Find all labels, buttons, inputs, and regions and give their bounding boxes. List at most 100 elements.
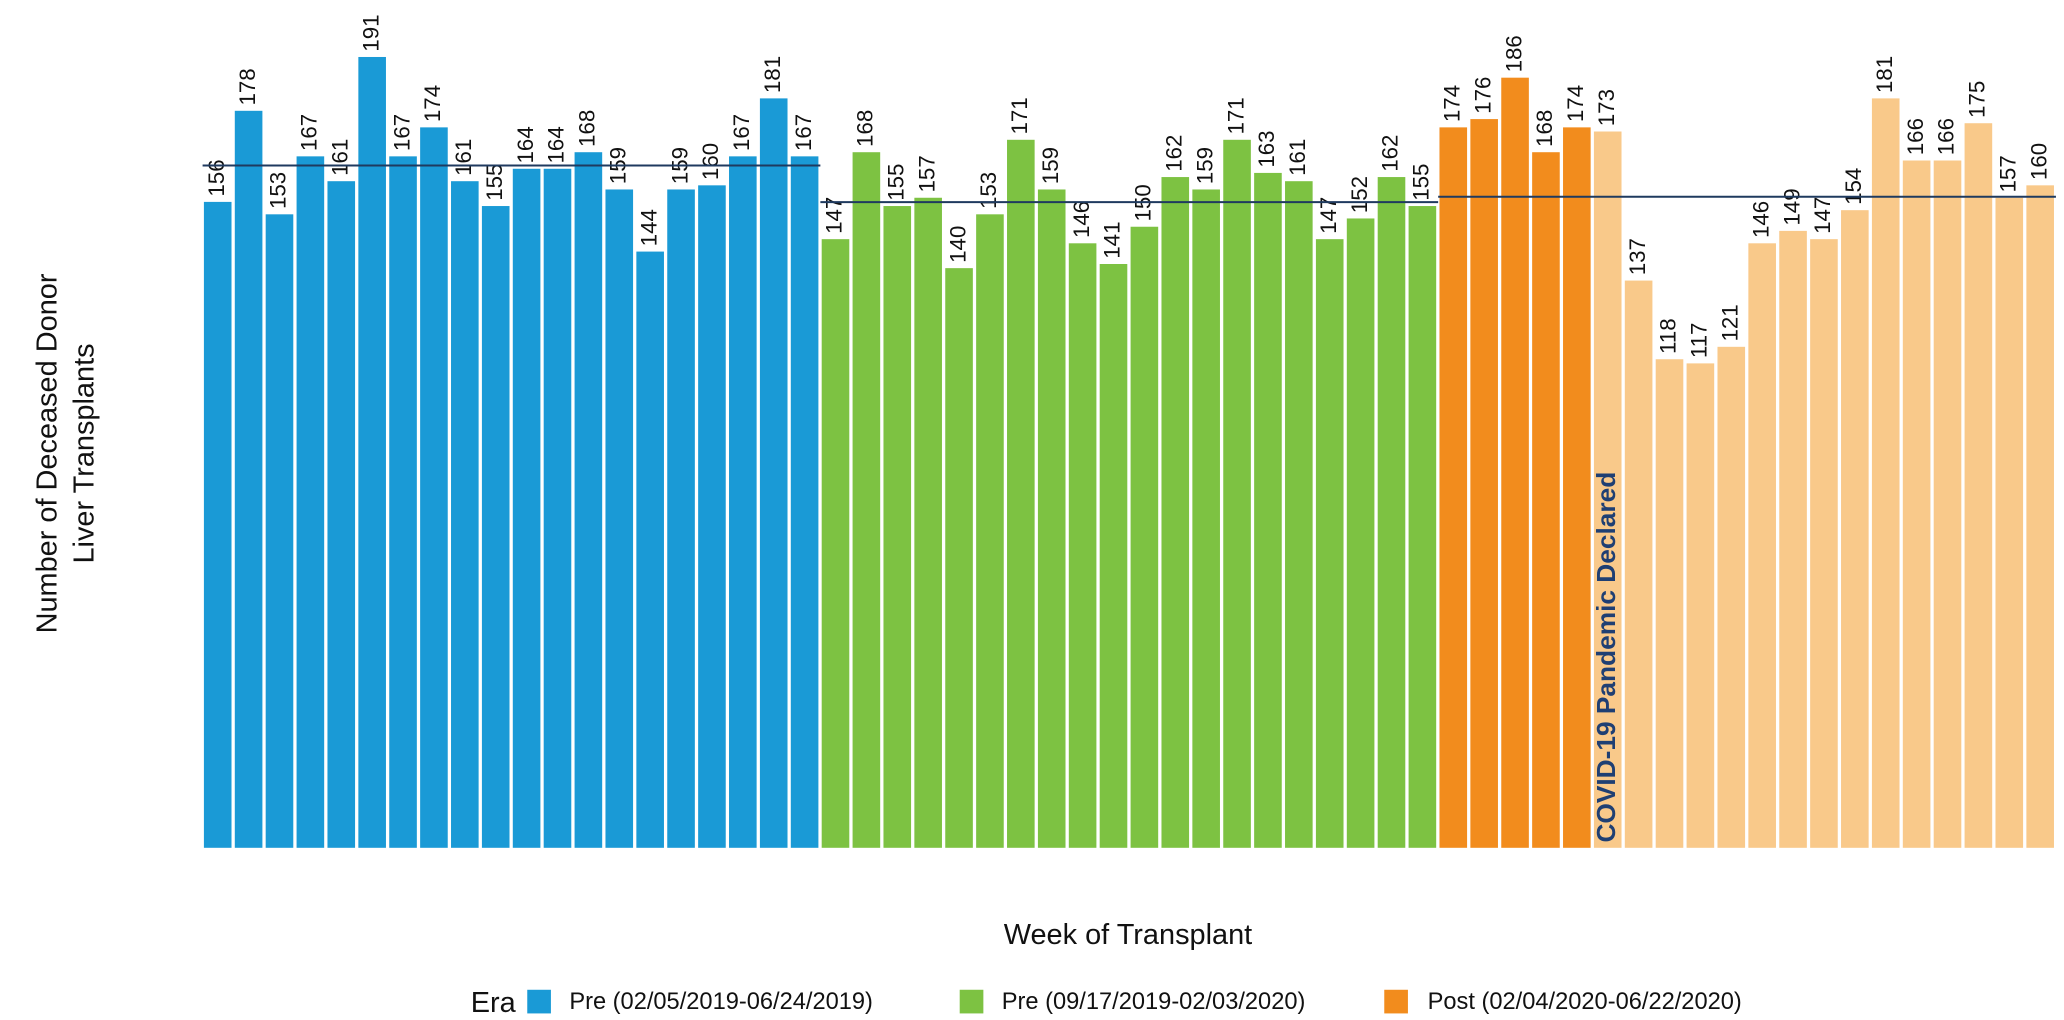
bar — [327, 181, 356, 848]
value-label: 166 — [1934, 118, 1959, 155]
bar — [1748, 243, 1776, 848]
bar — [512, 168, 541, 848]
bar — [667, 189, 695, 848]
bar — [1563, 127, 1591, 848]
value-label: 159 — [1192, 147, 1217, 184]
legend-swatch — [959, 989, 984, 1014]
value-label: 160 — [2026, 143, 2051, 180]
bar — [265, 214, 294, 848]
bar — [1037, 189, 1066, 848]
value-label: 154 — [1841, 168, 1866, 205]
bar — [1470, 119, 1498, 848]
value-label: 155 — [1409, 164, 1434, 201]
bar — [451, 181, 479, 848]
bar — [1593, 131, 1622, 848]
value-label: 140 — [945, 226, 970, 263]
value-label: 162 — [1378, 135, 1403, 172]
value-label: 137 — [1625, 238, 1650, 275]
bar — [1841, 210, 1869, 848]
value-label: 167 — [791, 114, 816, 151]
legend-swatch — [1384, 989, 1408, 1014]
value-label: 164 — [544, 126, 569, 163]
value-label: 162 — [1162, 135, 1187, 172]
bar — [1439, 127, 1468, 848]
bar — [698, 185, 726, 848]
value-label: 178 — [235, 68, 260, 105]
bar — [1346, 218, 1375, 848]
bar — [1902, 160, 1931, 848]
bar — [976, 214, 1004, 848]
bar — [1285, 181, 1313, 848]
bar — [543, 168, 572, 848]
value-label: 166 — [1903, 118, 1928, 155]
bar — [1624, 280, 1653, 848]
value-label: 174 — [1440, 85, 1465, 122]
value-label: 161 — [1285, 139, 1310, 176]
bar — [574, 152, 603, 848]
value-label: 157 — [914, 155, 939, 192]
bar — [1223, 139, 1251, 848]
value-label: 181 — [760, 56, 785, 93]
bar — [358, 56, 386, 848]
value-label: 168 — [575, 110, 600, 147]
value-label: 160 — [698, 143, 723, 180]
bar — [914, 197, 942, 848]
value-label: 191 — [358, 14, 383, 51]
bar — [1130, 226, 1159, 848]
value-label: 186 — [1501, 35, 1526, 72]
value-label: 181 — [1872, 56, 1897, 93]
bar — [790, 156, 819, 848]
bar — [1192, 189, 1220, 848]
annotation: COVID-19 Pandemic Declared — [1591, 472, 1621, 843]
y-axis-title: Liver Transplants — [68, 343, 100, 563]
bar — [1964, 123, 1993, 848]
bar — [1377, 177, 1406, 848]
bar — [1007, 139, 1035, 848]
value-label: 146 — [1069, 201, 1094, 238]
value-label: 153 — [976, 172, 1001, 209]
value-label: 157 — [1996, 155, 2021, 192]
x-axis-title: Week of Transplant — [1004, 919, 1253, 951]
bar — [821, 239, 850, 848]
value-label: 155 — [482, 164, 507, 201]
value-label: 147 — [1810, 197, 1835, 234]
bar — [1408, 206, 1437, 848]
value-label: 152 — [1347, 176, 1372, 213]
bar — [1161, 177, 1190, 848]
bar — [636, 251, 664, 848]
value-label: 176 — [1470, 77, 1495, 114]
bar — [203, 201, 232, 848]
bar — [2026, 185, 2054, 848]
bar — [729, 156, 757, 848]
bar — [1099, 264, 1128, 848]
value-label: 149 — [1779, 188, 1804, 225]
bar — [1686, 363, 1715, 848]
bar — [1068, 243, 1097, 848]
value-label: 167 — [729, 114, 754, 151]
value-label: 174 — [1563, 85, 1588, 122]
value-label: 155 — [884, 164, 909, 201]
bar — [605, 189, 634, 848]
value-label: 121 — [1718, 304, 1743, 341]
value-label: 141 — [1100, 221, 1125, 258]
value-label: 174 — [420, 85, 445, 122]
value-label: 167 — [389, 114, 414, 151]
bar — [1717, 346, 1746, 848]
bar — [1871, 98, 1900, 848]
bar — [1810, 239, 1838, 848]
legend-title: Era — [471, 987, 517, 1019]
value-label: 164 — [513, 126, 538, 163]
bar — [481, 206, 510, 848]
legend-label: Post (02/04/2020-06/22/2020) — [1428, 989, 1742, 1015]
y-axis-title: Number of Deceased Donor — [32, 273, 64, 633]
value-label: 163 — [1254, 130, 1279, 167]
value-label: 167 — [297, 114, 322, 151]
value-label: 161 — [451, 139, 476, 176]
value-label: 153 — [266, 172, 291, 209]
bar — [1254, 172, 1282, 848]
bar — [1501, 77, 1529, 848]
bar — [389, 156, 417, 848]
bar — [852, 152, 881, 848]
value-label: 171 — [1223, 97, 1248, 134]
